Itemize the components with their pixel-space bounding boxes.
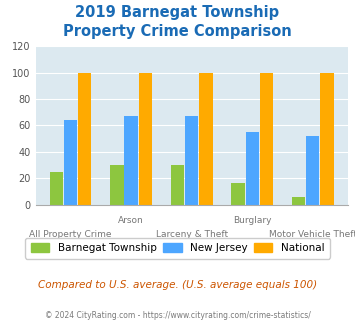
Legend: Barnegat Township, New Jersey, National: Barnegat Township, New Jersey, National: [25, 238, 330, 258]
Text: Arson: Arson: [118, 216, 144, 225]
Text: Burglary: Burglary: [233, 216, 272, 225]
Bar: [199, 73, 213, 205]
Bar: [231, 183, 245, 205]
Bar: [292, 197, 305, 205]
Bar: [78, 73, 92, 205]
Bar: [171, 165, 184, 205]
Bar: [50, 172, 63, 205]
Bar: [125, 116, 138, 205]
Text: Larceny & Theft: Larceny & Theft: [155, 230, 228, 239]
Text: Compared to U.S. average. (U.S. average equals 100): Compared to U.S. average. (U.S. average …: [38, 280, 317, 290]
Text: All Property Crime: All Property Crime: [29, 230, 112, 239]
Bar: [64, 120, 77, 205]
Text: Motor Vehicle Theft: Motor Vehicle Theft: [269, 230, 355, 239]
Bar: [320, 73, 334, 205]
Bar: [139, 73, 152, 205]
Text: 2019 Barnegat Township
Property Crime Comparison: 2019 Barnegat Township Property Crime Co…: [63, 5, 292, 39]
Text: © 2024 CityRating.com - https://www.cityrating.com/crime-statistics/: © 2024 CityRating.com - https://www.city…: [45, 311, 310, 320]
Bar: [246, 132, 259, 205]
Bar: [306, 136, 320, 205]
Bar: [260, 73, 273, 205]
Bar: [110, 165, 124, 205]
Bar: [185, 116, 198, 205]
